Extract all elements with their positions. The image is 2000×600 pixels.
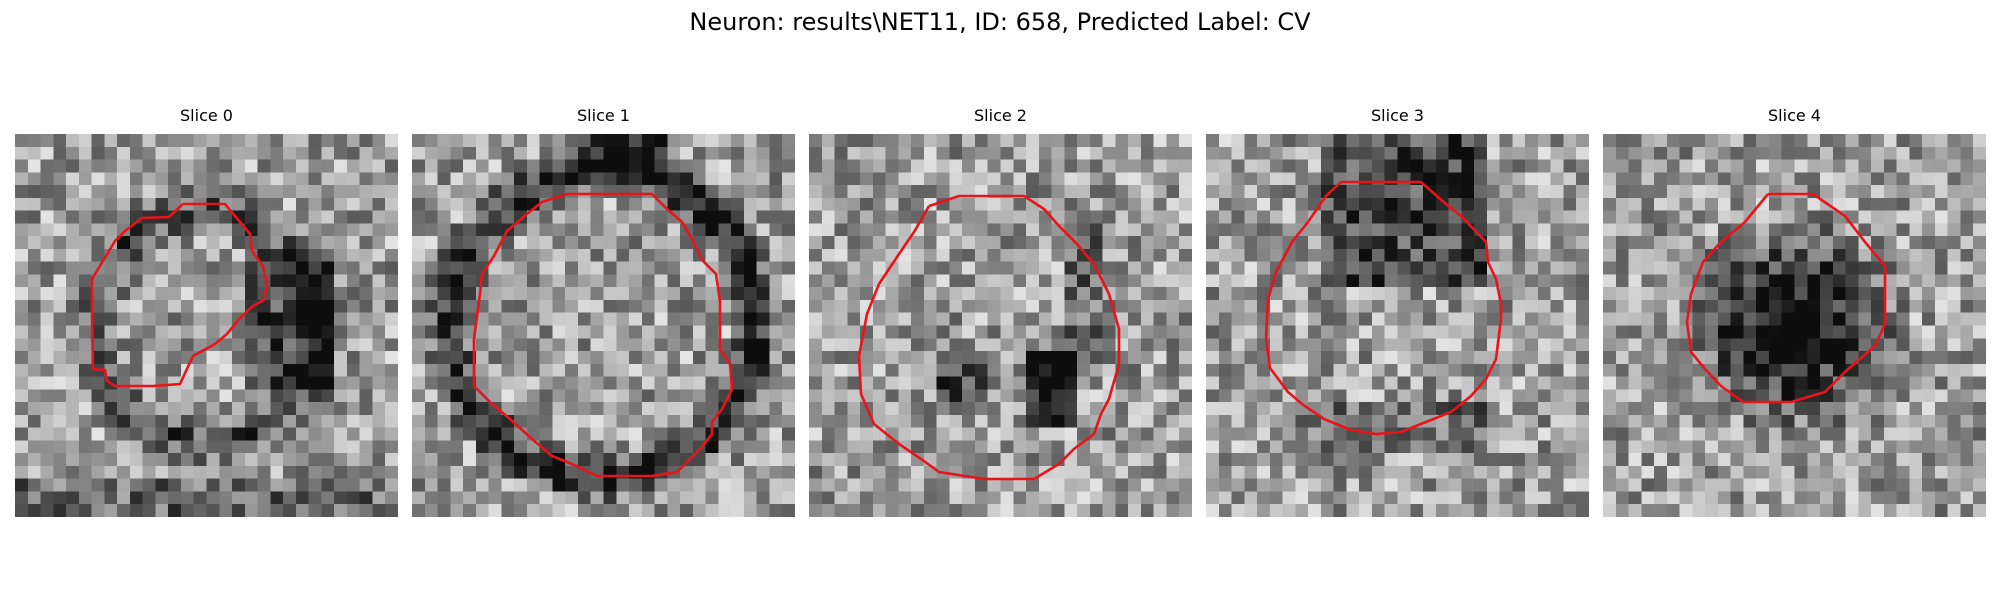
slice-contour-1: [472, 192, 734, 478]
slice-overlay-0: [90, 202, 269, 388]
slice-overlay-1: [472, 192, 734, 478]
slice-pixels-0: [15, 134, 398, 517]
slice-panel-1: Slice 1: [412, 105, 795, 535]
slice-panel-4: Slice 4: [1603, 105, 1986, 535]
slice-panel-2: Slice 2: [809, 105, 1192, 535]
slice-overlay-2: [857, 194, 1121, 481]
slice-pixels-3: [1206, 134, 1589, 517]
slice-contour-2: [857, 194, 1121, 481]
slice-overlay-3: [1264, 180, 1503, 436]
slice-image-1: [412, 134, 795, 517]
slice-panel-0: Slice 0: [15, 105, 398, 535]
figure-title: Neuron: results\NET11, ID: 658, Predicte…: [689, 8, 1311, 36]
slice-title-0: Slice 0: [180, 106, 233, 125]
slice-pixels-4: [1603, 134, 1986, 517]
slice-contour-4: [1685, 192, 1887, 404]
slice-pixels-2: [809, 134, 1192, 517]
slice-title-2: Slice 2: [974, 106, 1027, 125]
slice-image-2: [809, 134, 1192, 517]
slice-title-1: Slice 1: [577, 106, 630, 125]
slice-image-0: [15, 134, 398, 517]
slice-contour-3: [1264, 180, 1503, 436]
slice-image-3: [1206, 134, 1589, 517]
slice-overlay-4: [1685, 192, 1887, 404]
slice-image-4: [1603, 134, 1986, 517]
slice-title-3: Slice 3: [1371, 106, 1424, 125]
slice-title-4: Slice 4: [1768, 106, 1821, 125]
slice-panel-3: Slice 3: [1206, 105, 1589, 535]
slice-contour-0: [90, 202, 269, 388]
